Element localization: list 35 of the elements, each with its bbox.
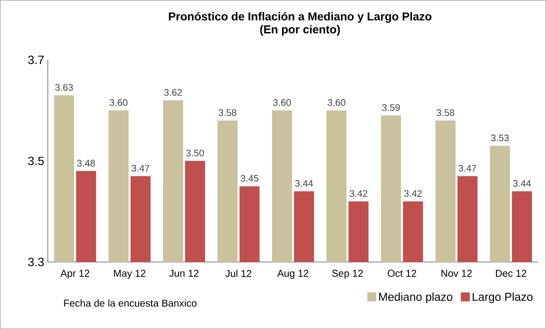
data-label: 3.60: [328, 99, 346, 106]
data-label: 3.60: [273, 99, 291, 106]
chart-subtitle: (En por ciento): [260, 25, 340, 36]
data-label: 3.47: [458, 164, 476, 172]
legend-label: Largo Plazo: [472, 292, 533, 304]
x-tick-label: Jun 12: [169, 270, 199, 277]
y-tick-label: 3.5: [28, 156, 44, 166]
data-label: 3.58: [436, 109, 454, 116]
chart-title: Pronóstico de Inflación a Mediano y Largo Plazo: [168, 12, 432, 23]
y-tick-label: 3.7: [28, 56, 44, 64]
x-tick-label: Sep 12: [332, 270, 363, 279]
data-label: 3.42: [404, 190, 422, 197]
data-label: 3.59: [382, 104, 400, 111]
x-tick-label: Dec 12: [496, 270, 526, 277]
data-label: 3.48: [77, 160, 95, 167]
data-label: 3.53: [491, 134, 509, 142]
data-label: 3.45: [240, 175, 258, 182]
x-tick-label: Oct 12: [388, 270, 416, 277]
x-tick-label: May 12: [114, 270, 146, 279]
data-label: 3.47: [132, 164, 150, 172]
x-axis-title: Fecha de la encuesta Banxico: [64, 299, 197, 307]
data-label: 3.58: [218, 109, 236, 116]
data-label: 3.60: [110, 99, 128, 106]
data-label: 3.50: [186, 150, 204, 156]
data-label: 3.44: [513, 180, 531, 187]
data-label: 3.44: [295, 180, 313, 187]
y-tick-label: 3.3: [28, 258, 44, 266]
legend-label: Mediano plazo: [379, 292, 452, 304]
x-tick-label: Jul 12: [225, 270, 252, 278]
x-tick-label: Aug 12: [277, 270, 308, 279]
x-tick-label: Apr 12: [60, 270, 90, 279]
data-label: 3.42: [350, 190, 368, 197]
data-label: 3.62: [164, 89, 182, 96]
x-tick-label: Nov 12: [441, 270, 472, 277]
data-label: 3.63: [55, 84, 73, 91]
